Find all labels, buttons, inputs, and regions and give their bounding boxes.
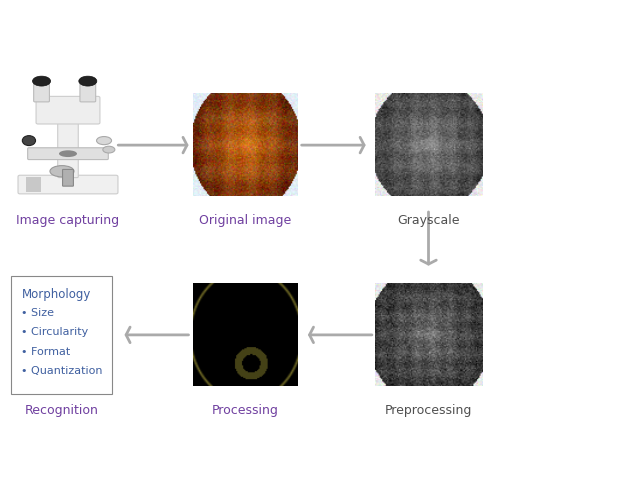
- Text: Recognition: Recognition: [25, 404, 99, 417]
- Ellipse shape: [79, 76, 97, 86]
- Ellipse shape: [59, 150, 77, 157]
- FancyBboxPatch shape: [26, 177, 41, 192]
- FancyBboxPatch shape: [18, 175, 118, 194]
- Text: • Circularity: • Circularity: [20, 327, 88, 337]
- Text: Processing: Processing: [212, 404, 278, 417]
- Text: • Size: • Size: [20, 308, 54, 318]
- FancyBboxPatch shape: [58, 117, 78, 178]
- Text: • Format: • Format: [20, 347, 70, 357]
- FancyBboxPatch shape: [34, 82, 49, 102]
- FancyBboxPatch shape: [11, 276, 112, 394]
- Ellipse shape: [103, 146, 115, 153]
- FancyBboxPatch shape: [80, 82, 96, 102]
- FancyBboxPatch shape: [63, 169, 74, 186]
- Text: Preprocessing: Preprocessing: [385, 404, 472, 417]
- Text: Morphology: Morphology: [22, 288, 91, 301]
- Ellipse shape: [97, 136, 111, 144]
- Ellipse shape: [33, 76, 51, 86]
- FancyBboxPatch shape: [28, 148, 108, 159]
- Ellipse shape: [22, 136, 36, 145]
- Text: Image capturing: Image capturing: [17, 214, 120, 227]
- Ellipse shape: [50, 166, 74, 177]
- FancyBboxPatch shape: [36, 96, 100, 124]
- Text: Original image: Original image: [199, 214, 291, 227]
- Text: Grayscale: Grayscale: [397, 214, 460, 227]
- Text: • Quantization: • Quantization: [20, 366, 102, 376]
